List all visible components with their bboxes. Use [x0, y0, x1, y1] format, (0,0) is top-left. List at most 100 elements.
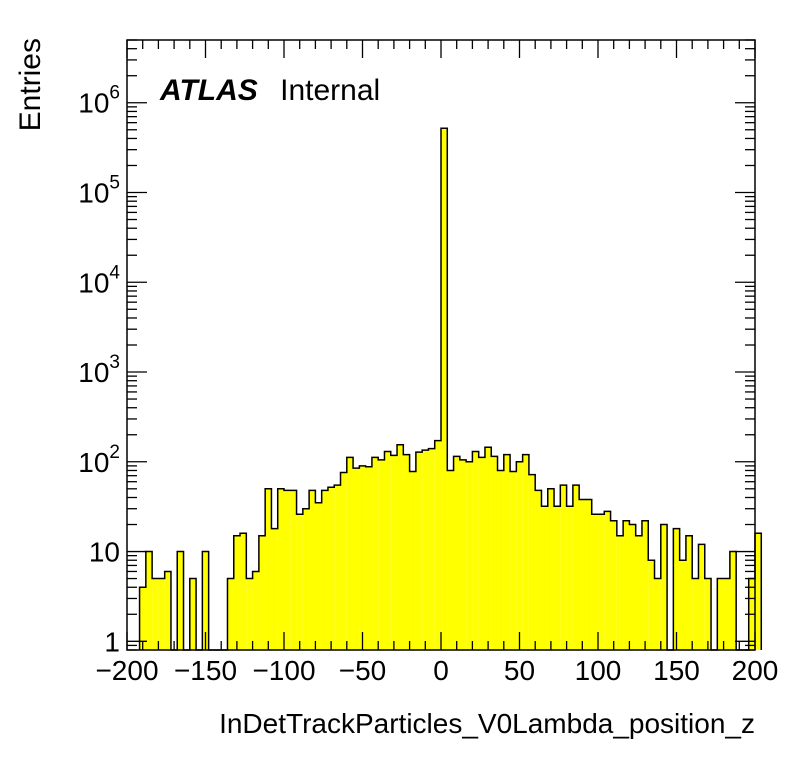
histogram-bar — [566, 506, 573, 650]
histogram-bar — [434, 440, 441, 650]
histogram-bar — [604, 511, 611, 650]
histogram-bar — [371, 457, 379, 650]
histogram-bar — [390, 455, 398, 650]
histogram-bar — [685, 535, 693, 650]
axis-ticks — [126, 39, 756, 651]
histogram-bar — [591, 514, 598, 650]
title-bold: ATLAS — [159, 74, 258, 107]
y-tick-label: 106 — [78, 83, 120, 119]
histogram-bar — [346, 457, 354, 650]
histogram-bar — [409, 471, 416, 650]
x-tick-label: 200 — [732, 655, 779, 686]
histogram-bar — [353, 468, 360, 650]
histogram-bar — [654, 578, 661, 650]
histogram-bar — [598, 514, 605, 650]
histogram-bar — [152, 578, 159, 650]
histogram-bar — [321, 490, 328, 650]
histogram-bar — [227, 578, 234, 650]
histogram-bar — [585, 499, 592, 650]
histogram-bar — [535, 490, 542, 650]
histogram-bar — [365, 466, 372, 650]
histogram-bar — [623, 520, 630, 650]
histogram-bar — [497, 470, 504, 650]
histogram-bar — [755, 533, 762, 650]
y-tick-label: 104 — [78, 262, 120, 298]
histogram-bar — [378, 459, 385, 650]
histogram-bar — [340, 472, 347, 650]
histogram-bar — [579, 499, 586, 650]
histogram-bar — [397, 444, 404, 650]
histogram-bar — [692, 578, 699, 650]
histogram-bar — [240, 533, 247, 650]
histogram-bar — [277, 488, 284, 650]
histogram-bar — [478, 457, 485, 650]
x-tick-label: −100 — [252, 655, 315, 686]
histogram-bar — [629, 524, 636, 650]
histogram-bar — [648, 560, 655, 650]
x-axis-label: InDetTrackParticles_V0Lambda_position_z — [219, 708, 755, 739]
histogram-bar — [309, 490, 316, 650]
histogram-bar — [554, 506, 561, 650]
histogram-bar — [177, 551, 184, 650]
histogram-bar — [384, 451, 391, 650]
histogram-bar — [290, 490, 297, 650]
x-tick-labels: −200 −150 −100 −50 0 50 100 150 200 — [95, 655, 778, 686]
histogram-bar — [673, 528, 680, 650]
histogram-bar — [503, 454, 511, 650]
histogram-bar — [315, 502, 322, 650]
histogram-bar — [491, 456, 498, 650]
histogram-bar — [271, 528, 278, 650]
histogram-bar — [447, 470, 454, 650]
histogram-bar — [189, 578, 197, 650]
y-tick-label: 103 — [78, 352, 120, 388]
histogram-bars — [138, 127, 763, 651]
histogram-bar — [246, 578, 253, 650]
y-tick-label: 105 — [78, 173, 120, 209]
histogram-bar — [679, 560, 686, 650]
histogram-bar — [641, 520, 649, 650]
x-tick-label: −150 — [174, 655, 237, 686]
x-tick-label: 50 — [504, 655, 535, 686]
histogram-bar — [145, 551, 153, 650]
histogram-bar — [296, 514, 303, 650]
histogram-bar — [415, 452, 423, 650]
histogram-bar — [327, 487, 335, 650]
y-tick-label: 102 — [78, 442, 120, 478]
histogram-bar — [541, 506, 548, 650]
histogram-outline — [138, 127, 763, 651]
histogram-bar — [202, 551, 209, 650]
histogram-bar — [729, 551, 737, 650]
histogram-bar — [635, 535, 642, 650]
histogram-bar — [660, 524, 668, 650]
x-tick-label: 0 — [433, 655, 449, 686]
y-tick-labels: 1 10 102 103 104 105 106 — [78, 83, 120, 658]
x-tick-label: 100 — [575, 655, 622, 686]
histogram-bar — [560, 485, 567, 650]
histogram-bar — [453, 456, 460, 650]
histogram-bar — [441, 128, 448, 651]
y-tick-label: 1 — [104, 626, 120, 657]
histogram-bar — [616, 535, 624, 650]
histogram-bar — [484, 447, 492, 650]
histogram-bar — [428, 448, 435, 650]
histogram-bar — [723, 578, 730, 650]
histogram-bar — [717, 578, 724, 650]
plot-title: ATLAS Internal — [159, 74, 380, 107]
title-rest: Internal — [280, 74, 380, 107]
histogram-bar — [302, 508, 310, 650]
histogram-bar — [610, 520, 617, 650]
histogram-bar — [158, 578, 165, 650]
histogram-bar — [334, 485, 341, 650]
histogram-bar — [252, 571, 259, 650]
x-tick-label: −50 — [339, 655, 387, 686]
x-tick-label: 150 — [653, 655, 700, 686]
histogram-bar — [359, 465, 366, 650]
histogram-bar — [403, 454, 410, 650]
x-tick-label: −200 — [95, 655, 158, 686]
histogram-bar — [233, 535, 241, 650]
histogram-bar — [522, 454, 529, 650]
histogram-bar — [528, 474, 536, 650]
histogram-bar — [164, 571, 171, 650]
histogram-bar — [466, 461, 473, 650]
